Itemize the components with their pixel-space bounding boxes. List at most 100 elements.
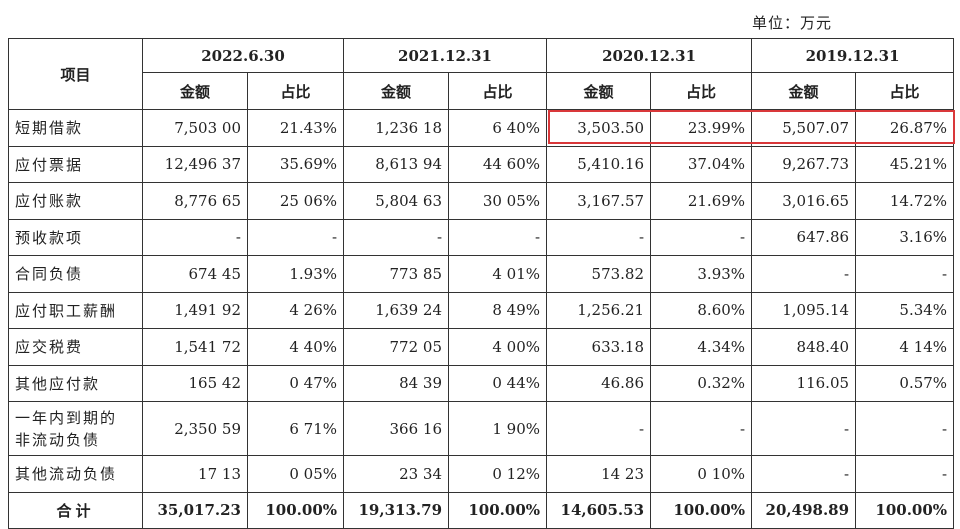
ratio-cell: 0 44% [448, 364, 548, 402]
amount-cell: - [751, 401, 857, 456]
amount-cell: 7,503 00 [142, 109, 248, 147]
ratio-cell: 4 01% [448, 255, 548, 293]
amount-cell: 17 13 [142, 455, 248, 493]
total-row: 合计 35,017.23 100.00% 19,313.79 100.00% 14,605… [8, 491, 955, 529]
ratio-cell: 4 40% [246, 328, 345, 366]
total-ratio-cell: 100.00% [650, 491, 753, 529]
ratio-cell: 1 90% [448, 401, 548, 456]
ratio-cell: 8 49% [448, 291, 548, 329]
table-row: 应付职工薪酬 1,491 92 4 26% 1,639 24 8 49% 1,256.21… [8, 291, 955, 329]
total-amount-cell: 35,017.23 [142, 491, 248, 529]
amount-cell: 1,491 92 [142, 291, 248, 329]
ratio-cell: 6 71% [246, 401, 345, 456]
row-label: 预收款项 [8, 218, 143, 256]
item-column-header: 项目 [8, 38, 143, 110]
ratio-cell: 30 05% [448, 182, 548, 220]
amount-cell: 573.82 [546, 255, 652, 293]
total-label: 合计 [8, 491, 143, 529]
ratio-cell: 23.99% [650, 109, 753, 147]
amount-header: 金额 [142, 72, 248, 110]
ratio-cell: 0 47% [246, 364, 345, 402]
amount-cell: 848.40 [751, 328, 857, 366]
amount-cell: 2,350 59 [142, 401, 248, 456]
total-amount-cell: 19,313.79 [343, 491, 450, 529]
amount-header: 金额 [343, 72, 450, 110]
amount-cell: 3,016.65 [751, 182, 857, 220]
amount-cell: 366 16 [343, 401, 450, 456]
amount-cell: 773 85 [343, 255, 450, 293]
amount-cell: 1,095.14 [751, 291, 857, 329]
ratio-cell: 0.57% [855, 364, 955, 402]
amount-cell: - [546, 218, 652, 256]
ratio-cell: 4 14% [855, 328, 955, 366]
amount-cell: 8,613 94 [343, 145, 450, 183]
amount-cell: 116.05 [751, 364, 857, 402]
amount-cell: 165 42 [142, 364, 248, 402]
amount-cell: 5,410.16 [546, 145, 652, 183]
amount-cell: - [751, 455, 857, 493]
table-row: 短期借款 7,503 00 21.43% 1,236 18 6 40% 3,503.50 2… [8, 109, 955, 147]
amount-cell: 46.86 [546, 364, 652, 402]
row-label: 应付票据 [8, 145, 143, 183]
amount-cell: 5,507.07 [751, 109, 857, 147]
total-amount-cell: 14,605.53 [546, 491, 652, 529]
ratio-cell: 3.93% [650, 255, 753, 293]
ratio-cell: 0 10% [650, 455, 753, 493]
total-amount-cell: 20,498.89 [751, 491, 857, 529]
ratio-cell: 1.93% [246, 255, 345, 293]
row-label: 应交税费 [8, 328, 143, 366]
amount-cell: 3,167.57 [546, 182, 652, 220]
table-row: 一年内到期的 非流动负债 2,350 59 6 71% 366 16 1 90% - - - - [8, 401, 955, 456]
table-row: 应交税费 1,541 72 4 40% 772 05 4 00% 633.18 4.34% 8… [8, 328, 955, 366]
row-label-line: 一年内到期的 [15, 408, 118, 427]
amount-cell: - [546, 401, 652, 456]
period-header: 2022.6.30 [141, 38, 345, 73]
amount-cell: 3,503.50 [546, 109, 652, 147]
ratio-cell: 14.72% [855, 182, 955, 220]
liabilities-table: 项目 2022.6.30 2021.12.31 2020.12.31 2019.… [8, 38, 955, 529]
amount-cell: 84 39 [343, 364, 450, 402]
ratio-cell: 4 26% [246, 291, 345, 329]
ratio-cell: 8.60% [650, 291, 753, 329]
table-row: 应付票据 12,496 37 35.69% 8,613 94 44 60% 5,410.1… [8, 145, 955, 183]
amount-cell: 633.18 [546, 328, 652, 366]
amount-cell: 14 23 [546, 455, 652, 493]
amount-cell: 772 05 [343, 328, 450, 366]
total-ratio-cell: 100.00% [448, 491, 548, 529]
amount-cell: 1,236 18 [343, 109, 450, 147]
ratio-cell: - [855, 455, 955, 493]
amount-cell: 12,496 37 [142, 145, 248, 183]
ratio-header: 占比 [855, 72, 955, 110]
row-label: 短期借款 [8, 109, 143, 147]
amount-header: 金额 [751, 72, 857, 110]
ratio-header: 占比 [650, 72, 753, 110]
ratio-cell: 37.04% [650, 145, 753, 183]
table-row: 合同负债 674 45 1.93% 773 85 4 01% 573.82 3.93% - - [8, 255, 955, 293]
unit-label: 单位：万元 [752, 14, 833, 32]
amount-cell: - [343, 218, 450, 256]
table-body: 短期借款 7,503 00 21.43% 1,236 18 6 40% 3,503.50 2… [8, 109, 955, 529]
amount-cell: 1,256.21 [546, 291, 652, 329]
row-label: 其他应付款 [8, 364, 143, 402]
ratio-cell: - [246, 218, 345, 256]
row-label-line: 非流动负债 [15, 430, 101, 449]
period-header: 2021.12.31 [343, 38, 548, 73]
ratio-cell: 0.32% [650, 364, 753, 402]
table-row: 其他应付款 165 42 0 47% 84 39 0 44% 46.86 0.32% 116.… [8, 364, 955, 402]
ratio-cell: 35.69% [246, 145, 345, 183]
ratio-header: 占比 [448, 72, 548, 110]
period-header: 2019.12.31 [751, 38, 955, 73]
amount-header: 金额 [546, 72, 652, 110]
ratio-cell: - [650, 218, 753, 256]
period-header: 2020.12.31 [546, 38, 753, 73]
ratio-cell: 45.21% [855, 145, 955, 183]
ratio-header: 占比 [246, 72, 345, 110]
ratio-cell: 4 00% [448, 328, 548, 366]
row-label: 合同负债 [8, 255, 143, 293]
table-row: 应付账款 8,776 65 25 06% 5,804 63 30 05% 3,167.57… [8, 182, 955, 220]
ratio-cell: 25 06% [246, 182, 345, 220]
ratio-cell: 3.16% [855, 218, 955, 256]
amount-cell: 5,804 63 [343, 182, 450, 220]
amount-cell: 647.86 [751, 218, 857, 256]
amount-cell: 1,541 72 [142, 328, 248, 366]
